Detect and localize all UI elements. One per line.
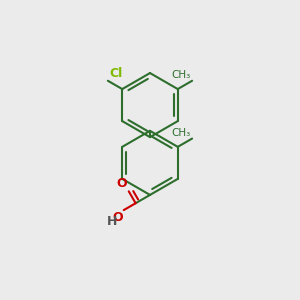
Text: O: O: [117, 177, 127, 190]
Text: CH₃: CH₃: [171, 128, 191, 138]
Text: H: H: [107, 215, 117, 228]
Text: Cl: Cl: [109, 67, 123, 80]
Text: O: O: [112, 211, 123, 224]
Text: CH₃: CH₃: [171, 70, 191, 80]
